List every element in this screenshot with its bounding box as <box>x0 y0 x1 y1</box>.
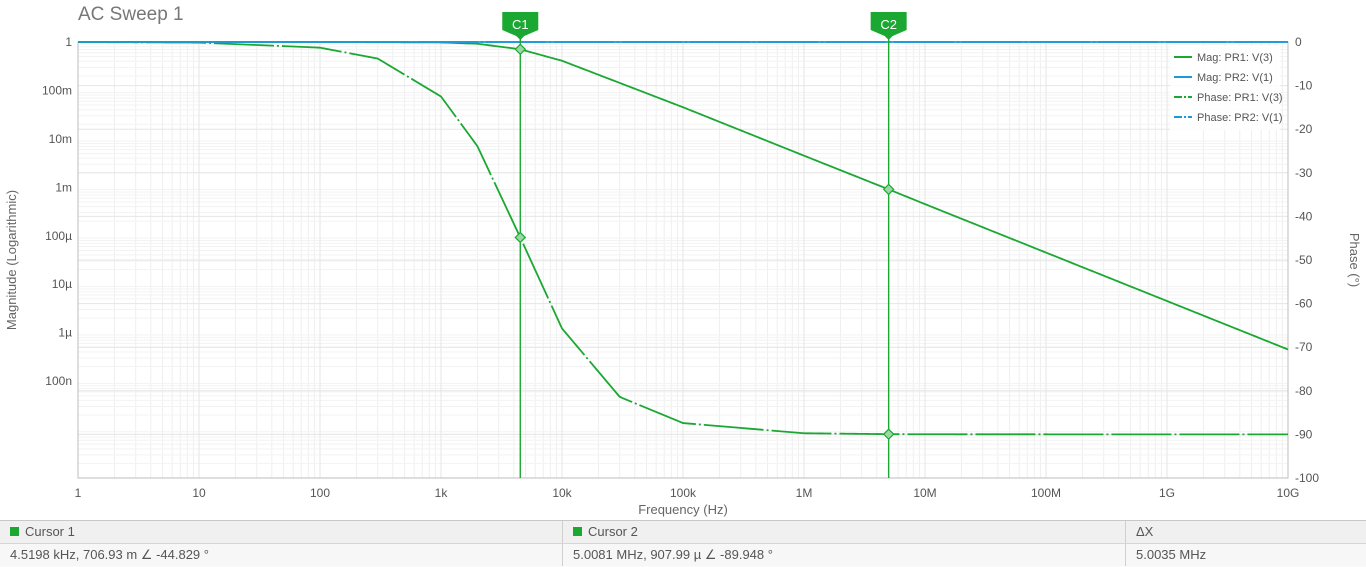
series-lines <box>77 41 1289 436</box>
x-tick-label: 100 <box>310 486 330 500</box>
right-tick-label: -50 <box>1295 253 1313 267</box>
left-tick-label: 100m <box>42 83 72 97</box>
cursor-lines[interactable]: C1 C2 <box>502 12 907 478</box>
cursor2-label: Cursor 2 <box>588 524 638 539</box>
left-tick-label: 10m <box>49 132 72 146</box>
x-tick-label: 10k <box>552 486 572 500</box>
left-tick-label: 100n <box>45 374 72 388</box>
delta-label: ΔX <box>1136 524 1154 539</box>
right-tick-label: 0 <box>1295 35 1302 49</box>
cursor-marker-1-2 <box>514 231 527 244</box>
right-axis-label: Phase (°) <box>1347 233 1362 287</box>
left-tick-label: 10µ <box>52 277 72 291</box>
delta-header: ΔX <box>1126 521 1366 543</box>
right-tick-label: -60 <box>1295 297 1313 311</box>
x-tick-label: 10 <box>192 486 206 500</box>
right-tick-label: -90 <box>1295 427 1313 441</box>
left-tick-label: 1 <box>65 35 72 49</box>
cursor2-swatch <box>573 527 582 536</box>
cursor1-swatch <box>10 527 19 536</box>
cursor2-value: 5.0081 MHz, 907.99 µ ∠ -89.948 ° <box>563 544 1126 566</box>
cursor2-header[interactable]: Cursor 2 <box>563 521 1126 543</box>
legend-entry-2: Mag: PR2: V(1) <box>1197 72 1273 84</box>
cursor1-label: Cursor 1 <box>25 524 75 539</box>
delta-value: 5.0035 MHz <box>1136 547 1207 562</box>
legend-entry-3: Phase: PR1: V(3) <box>1197 92 1283 104</box>
ac-sweep-chart[interactable]: 1 10 100 1k 10k 100k 1M 10M 100M 1G 10G 1 100m 10m 1m… <box>0 0 1366 520</box>
cursor-tag-1[interactable] <box>502 12 539 40</box>
cursor-marker-2-1 <box>882 183 895 196</box>
right-tick-label: -100 <box>1295 471 1319 485</box>
left-tick-label: 100µ <box>45 229 72 243</box>
right-tick-labels: 0 -10 -20 -30 -40 -50 -60 -70 -80 -90 -100 <box>1295 35 1319 485</box>
cursor-tag-2[interactable] <box>870 12 907 40</box>
x-tick-label: 100M <box>1031 486 1061 500</box>
x-tick-label: 1 <box>75 486 82 500</box>
x-tick-label: 100k <box>670 486 697 500</box>
right-tick-label: -30 <box>1295 166 1313 180</box>
x-tick-label: 1M <box>796 486 813 500</box>
legend: Mag: PR1: V(3) Mag: PR2: V(1) Phase: PR1: … <box>1170 46 1283 130</box>
left-tick-labels: 1 100m 10m 1m 100µ 10µ 1µ 100n <box>42 35 72 388</box>
cursor-panel: Cursor 1 Cursor 2 ΔX 4.5198 kHz, 706.93 … <box>0 520 1366 567</box>
cursor-marker-1-1 <box>514 43 527 56</box>
x-tick-label: 1k <box>435 486 449 500</box>
cursor1-value: 4.5198 kHz, 706.93 m ∠ -44.829 ° <box>0 544 563 566</box>
right-tick-label: -70 <box>1295 340 1313 354</box>
right-tick-label: -20 <box>1295 122 1313 136</box>
x-tick-label: 10G <box>1277 486 1300 500</box>
series-line-3 <box>77 41 1288 436</box>
cursor-marker-2-2 <box>882 428 895 441</box>
legend-entry-4: Phase: PR2: V(1) <box>1197 112 1283 124</box>
cursor-panel-values: 4.5198 kHz, 706.93 m ∠ -44.829 ° 5.0081 … <box>0 544 1366 566</box>
legend-entry-1: Mag: PR1: V(3) <box>1197 52 1273 64</box>
x-axis-label: Frequency (Hz) <box>638 502 728 517</box>
cursor-panel-header: Cursor 1 Cursor 2 ΔX <box>0 521 1366 544</box>
x-tick-label: 1G <box>1159 486 1175 500</box>
chart-title: AC Sweep 1 <box>78 4 184 25</box>
left-axis-label: Magnitude (Logarithmic) <box>4 190 19 330</box>
cursor-tag-label-2: C2 <box>880 17 897 32</box>
cursor1-header[interactable]: Cursor 1 <box>0 521 563 543</box>
cursor-tag-label-1: C1 <box>512 17 529 32</box>
left-tick-label: 1m <box>55 180 72 194</box>
left-tick-label: 1µ <box>58 326 72 340</box>
x-tick-labels: 1 10 100 1k 10k 100k 1M 10M 100M 1G 10G <box>75 486 1300 500</box>
right-tick-label: -40 <box>1295 209 1313 223</box>
right-tick-label: -80 <box>1295 384 1313 398</box>
x-tick-label: 10M <box>913 486 936 500</box>
right-tick-label: -10 <box>1295 79 1313 93</box>
